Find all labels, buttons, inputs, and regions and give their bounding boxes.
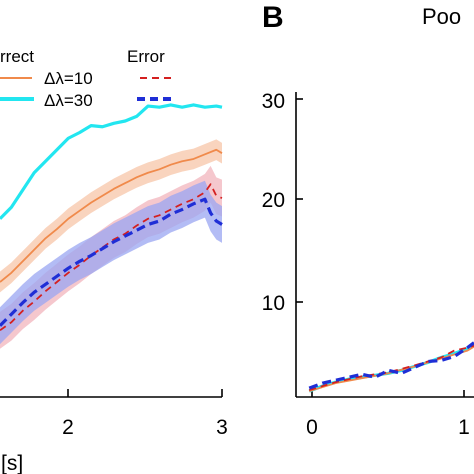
panel-b-series-line-3 bbox=[308, 341, 474, 390]
panel-b-series-lines bbox=[308, 341, 474, 393]
panel-b-y-tick-label: 10 bbox=[262, 292, 285, 315]
panel-b-y-tick-label: 30 bbox=[262, 90, 285, 113]
panel-b-letter: B bbox=[262, 1, 284, 34]
panel-a-series-line-1 bbox=[0, 148, 223, 283]
legend: rrect Error Δλ=10 Δλ=30 bbox=[0, 47, 175, 110]
panel-a-x-tick-label: 2 bbox=[62, 416, 74, 439]
panel-a-x-axis-label: [s] bbox=[1, 452, 23, 474]
panel-a-series-line-3 bbox=[0, 197, 223, 327]
panel-a-series-lines bbox=[0, 103, 223, 332]
panel-a-error-bands bbox=[0, 139, 222, 349]
panel-b: B Poo 10 20 30 0 1 bbox=[262, 1, 474, 439]
panel-b-x-tick-label: 0 bbox=[306, 416, 318, 439]
panel-b-y-tick-label: 20 bbox=[262, 189, 285, 212]
panel-a-band-1 bbox=[0, 139, 222, 293]
legend-row1-label: Δλ=10 bbox=[44, 69, 93, 88]
legend-error-header: Error bbox=[127, 47, 165, 66]
panel-a: 2 3 [s] bbox=[0, 103, 228, 474]
panel-a-series-line-0 bbox=[0, 103, 223, 220]
panel-a-series-line-2 bbox=[0, 183, 223, 332]
panel-a-band-3 bbox=[0, 180, 222, 345]
panel-a-x-tick-label: 3 bbox=[216, 416, 228, 439]
legend-correct-header: rrect bbox=[0, 47, 34, 66]
panel-b-x-tick-label: 1 bbox=[458, 416, 470, 439]
panel-b-title: Poo bbox=[422, 4, 461, 29]
panel-b-series-line-2 bbox=[308, 344, 474, 391]
legend-row2-label: Δλ=30 bbox=[44, 91, 93, 110]
